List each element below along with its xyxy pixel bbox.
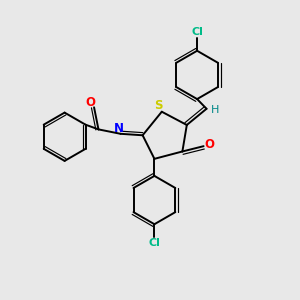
Text: H: H (211, 105, 220, 115)
Text: O: O (85, 96, 95, 110)
Text: Cl: Cl (191, 27, 203, 37)
Text: Cl: Cl (148, 238, 160, 248)
Text: S: S (154, 99, 163, 112)
Text: O: O (204, 138, 214, 151)
Text: N: N (114, 122, 124, 135)
